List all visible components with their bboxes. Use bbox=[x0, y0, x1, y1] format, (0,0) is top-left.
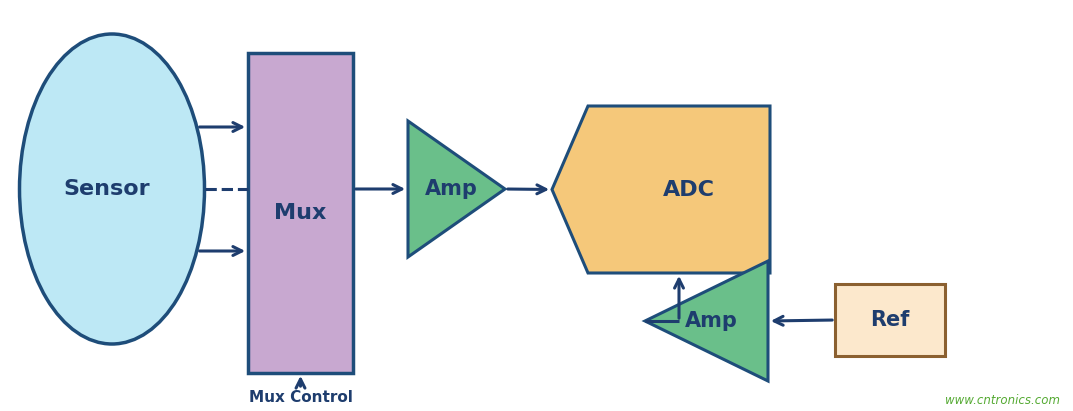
Polygon shape bbox=[408, 121, 505, 257]
Text: Sensor: Sensor bbox=[63, 179, 150, 199]
Bar bbox=[835, 284, 945, 356]
Polygon shape bbox=[645, 261, 768, 381]
Text: www.cntronics.com: www.cntronics.com bbox=[945, 394, 1060, 407]
Text: Ref: Ref bbox=[870, 310, 910, 330]
Text: Amp: Amp bbox=[685, 311, 738, 331]
Text: ADC: ADC bbox=[663, 180, 715, 199]
Bar bbox=[248, 53, 353, 373]
Text: Amp: Amp bbox=[425, 179, 477, 199]
Text: Mux Control: Mux Control bbox=[249, 390, 352, 405]
Polygon shape bbox=[552, 106, 770, 273]
Text: Mux: Mux bbox=[275, 203, 326, 223]
Ellipse shape bbox=[19, 34, 205, 344]
